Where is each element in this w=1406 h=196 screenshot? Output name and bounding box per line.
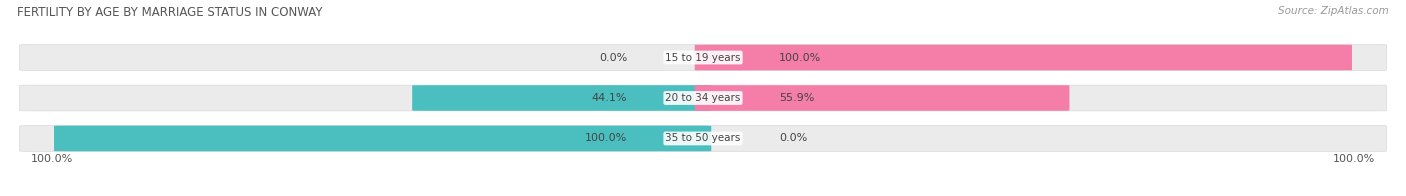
FancyBboxPatch shape (20, 45, 1386, 70)
FancyBboxPatch shape (20, 126, 1386, 151)
Text: 44.1%: 44.1% (592, 93, 627, 103)
FancyBboxPatch shape (695, 85, 1070, 111)
FancyBboxPatch shape (53, 126, 711, 151)
Text: 100.0%: 100.0% (585, 133, 627, 143)
Text: FERTILITY BY AGE BY MARRIAGE STATUS IN CONWAY: FERTILITY BY AGE BY MARRIAGE STATUS IN C… (17, 6, 322, 19)
Text: 0.0%: 0.0% (779, 133, 807, 143)
Text: 100.0%: 100.0% (1333, 154, 1375, 164)
Text: Source: ZipAtlas.com: Source: ZipAtlas.com (1278, 6, 1389, 16)
Text: 15 to 19 years: 15 to 19 years (665, 53, 741, 63)
Text: 0.0%: 0.0% (599, 53, 627, 63)
Text: 55.9%: 55.9% (779, 93, 814, 103)
Text: 20 to 34 years: 20 to 34 years (665, 93, 741, 103)
FancyBboxPatch shape (20, 85, 1386, 111)
Text: 100.0%: 100.0% (779, 53, 821, 63)
Text: 35 to 50 years: 35 to 50 years (665, 133, 741, 143)
FancyBboxPatch shape (695, 45, 1353, 70)
FancyBboxPatch shape (412, 85, 711, 111)
Text: 100.0%: 100.0% (31, 154, 73, 164)
